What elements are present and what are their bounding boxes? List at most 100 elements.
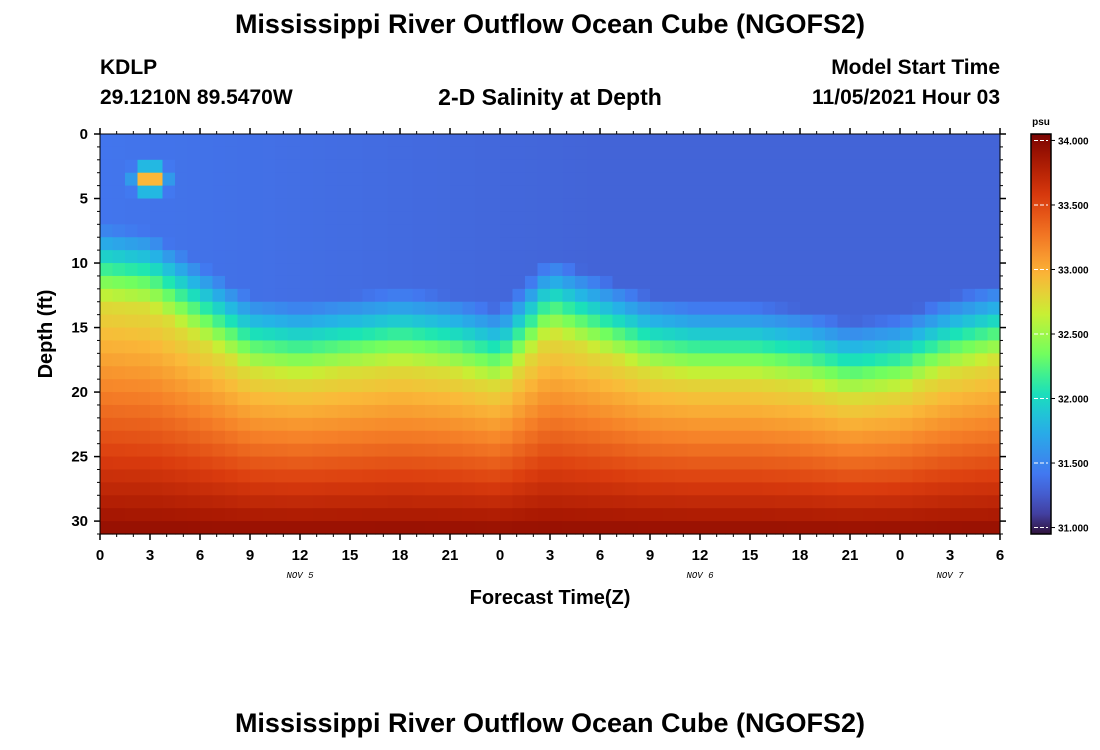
colorbar-tick-label: 31.000 — [1058, 524, 1089, 535]
heatmap-cell — [312, 198, 326, 213]
heatmap-cell — [662, 379, 676, 393]
heatmap-cell — [650, 198, 664, 213]
heatmap-cell — [550, 211, 564, 225]
heatmap-cell — [725, 275, 739, 290]
heatmap-cell — [987, 379, 1001, 393]
heatmap-cell — [537, 224, 551, 238]
heatmap-cell — [600, 340, 614, 354]
heatmap-cell — [612, 327, 626, 342]
heatmap-cell — [300, 263, 314, 277]
heatmap-cell — [450, 250, 464, 264]
heatmap-cell — [462, 469, 476, 483]
heatmap-cell — [237, 430, 251, 445]
heatmap-cell — [425, 301, 439, 316]
x-tick-label: 3 — [146, 547, 154, 564]
heatmap-cell — [150, 430, 164, 445]
heatmap-cell — [562, 250, 576, 264]
heatmap-cell — [925, 404, 939, 419]
heatmap-cell — [450, 392, 464, 406]
heatmap-cell — [662, 340, 676, 354]
heatmap-cell — [675, 495, 689, 509]
heatmap-cell — [900, 275, 914, 290]
heatmap-cell — [925, 172, 939, 187]
heatmap-cell — [550, 172, 564, 187]
heatmap-cell — [600, 404, 614, 419]
heatmap-cell — [112, 392, 126, 406]
heatmap-cell — [825, 327, 839, 342]
heatmap-cell — [762, 301, 776, 316]
heatmap-cell — [387, 327, 401, 342]
heatmap-cell — [700, 327, 714, 342]
heatmap-cell — [712, 469, 726, 483]
heatmap-cell — [750, 443, 764, 458]
heatmap-cell — [112, 288, 126, 303]
heatmap-cell — [225, 327, 239, 342]
heatmap-cell — [887, 417, 901, 432]
heatmap-cell — [450, 301, 464, 316]
heatmap-cell — [337, 353, 351, 367]
heatmap-cell — [775, 456, 789, 471]
heatmap-cell — [375, 250, 389, 264]
heatmap-cell — [525, 353, 539, 367]
heatmap-cell — [287, 134, 301, 148]
heatmap-cell — [287, 275, 301, 290]
heatmap-cell — [287, 340, 301, 354]
heatmap-cell — [275, 379, 289, 393]
heatmap-cell — [175, 172, 189, 187]
heatmap-cell — [887, 250, 901, 264]
x-tick-label: 21 — [442, 547, 459, 564]
heatmap-cell — [662, 224, 676, 238]
heatmap-cell — [925, 159, 939, 174]
heatmap-cell — [562, 340, 576, 354]
heatmap-cell — [962, 185, 976, 200]
heatmap-cell — [162, 134, 176, 148]
heatmap-cell — [237, 134, 251, 148]
heatmap-cell — [562, 314, 576, 329]
heatmap-cell — [487, 250, 501, 264]
heatmap-cell — [262, 288, 276, 303]
heatmap-cell — [400, 417, 414, 432]
heatmap-cell — [887, 134, 901, 148]
heatmap-cell — [725, 404, 739, 419]
heatmap-cell — [800, 198, 814, 213]
heatmap-cell — [587, 172, 601, 187]
heatmap-cell — [875, 185, 889, 200]
heatmap-cell — [625, 327, 639, 342]
heatmap-cell — [350, 146, 364, 161]
heatmap-cell — [987, 185, 1001, 200]
heatmap-cell — [987, 495, 1001, 509]
heatmap-cell — [787, 198, 801, 213]
heatmap-cell — [550, 340, 564, 354]
heatmap-cell — [837, 521, 851, 535]
heatmap-cell — [887, 340, 901, 354]
heatmap-cell — [900, 366, 914, 380]
heatmap-cell — [800, 237, 814, 251]
heatmap-cell — [812, 456, 826, 471]
heatmap-cell — [437, 404, 451, 419]
heatmap-cell — [275, 469, 289, 483]
heatmap-cell — [225, 185, 239, 200]
heatmap-cell — [837, 482, 851, 496]
heatmap-cell — [950, 379, 964, 393]
heatmap-cell — [750, 469, 764, 483]
heatmap-cell — [537, 366, 551, 380]
heatmap-cell — [500, 146, 514, 161]
heatmap-cell — [862, 392, 876, 406]
heatmap-cell — [437, 134, 451, 148]
heatmap-cell — [987, 224, 1001, 238]
heatmap-cell — [487, 301, 501, 316]
heatmap-cell — [512, 327, 526, 342]
heatmap-cell — [500, 482, 514, 496]
heatmap-cell — [725, 314, 739, 329]
heatmap-cell — [300, 340, 314, 354]
heatmap-cell — [312, 314, 326, 329]
heatmap-cell — [200, 353, 214, 367]
heatmap-cell — [275, 353, 289, 367]
heatmap-cell — [350, 237, 364, 251]
heatmap-cell — [362, 159, 376, 174]
heatmap-cell — [675, 172, 689, 187]
heatmap-cell — [300, 198, 314, 213]
heatmap-cell — [300, 379, 314, 393]
heatmap-cell — [125, 392, 139, 406]
heatmap-cell — [700, 134, 714, 148]
